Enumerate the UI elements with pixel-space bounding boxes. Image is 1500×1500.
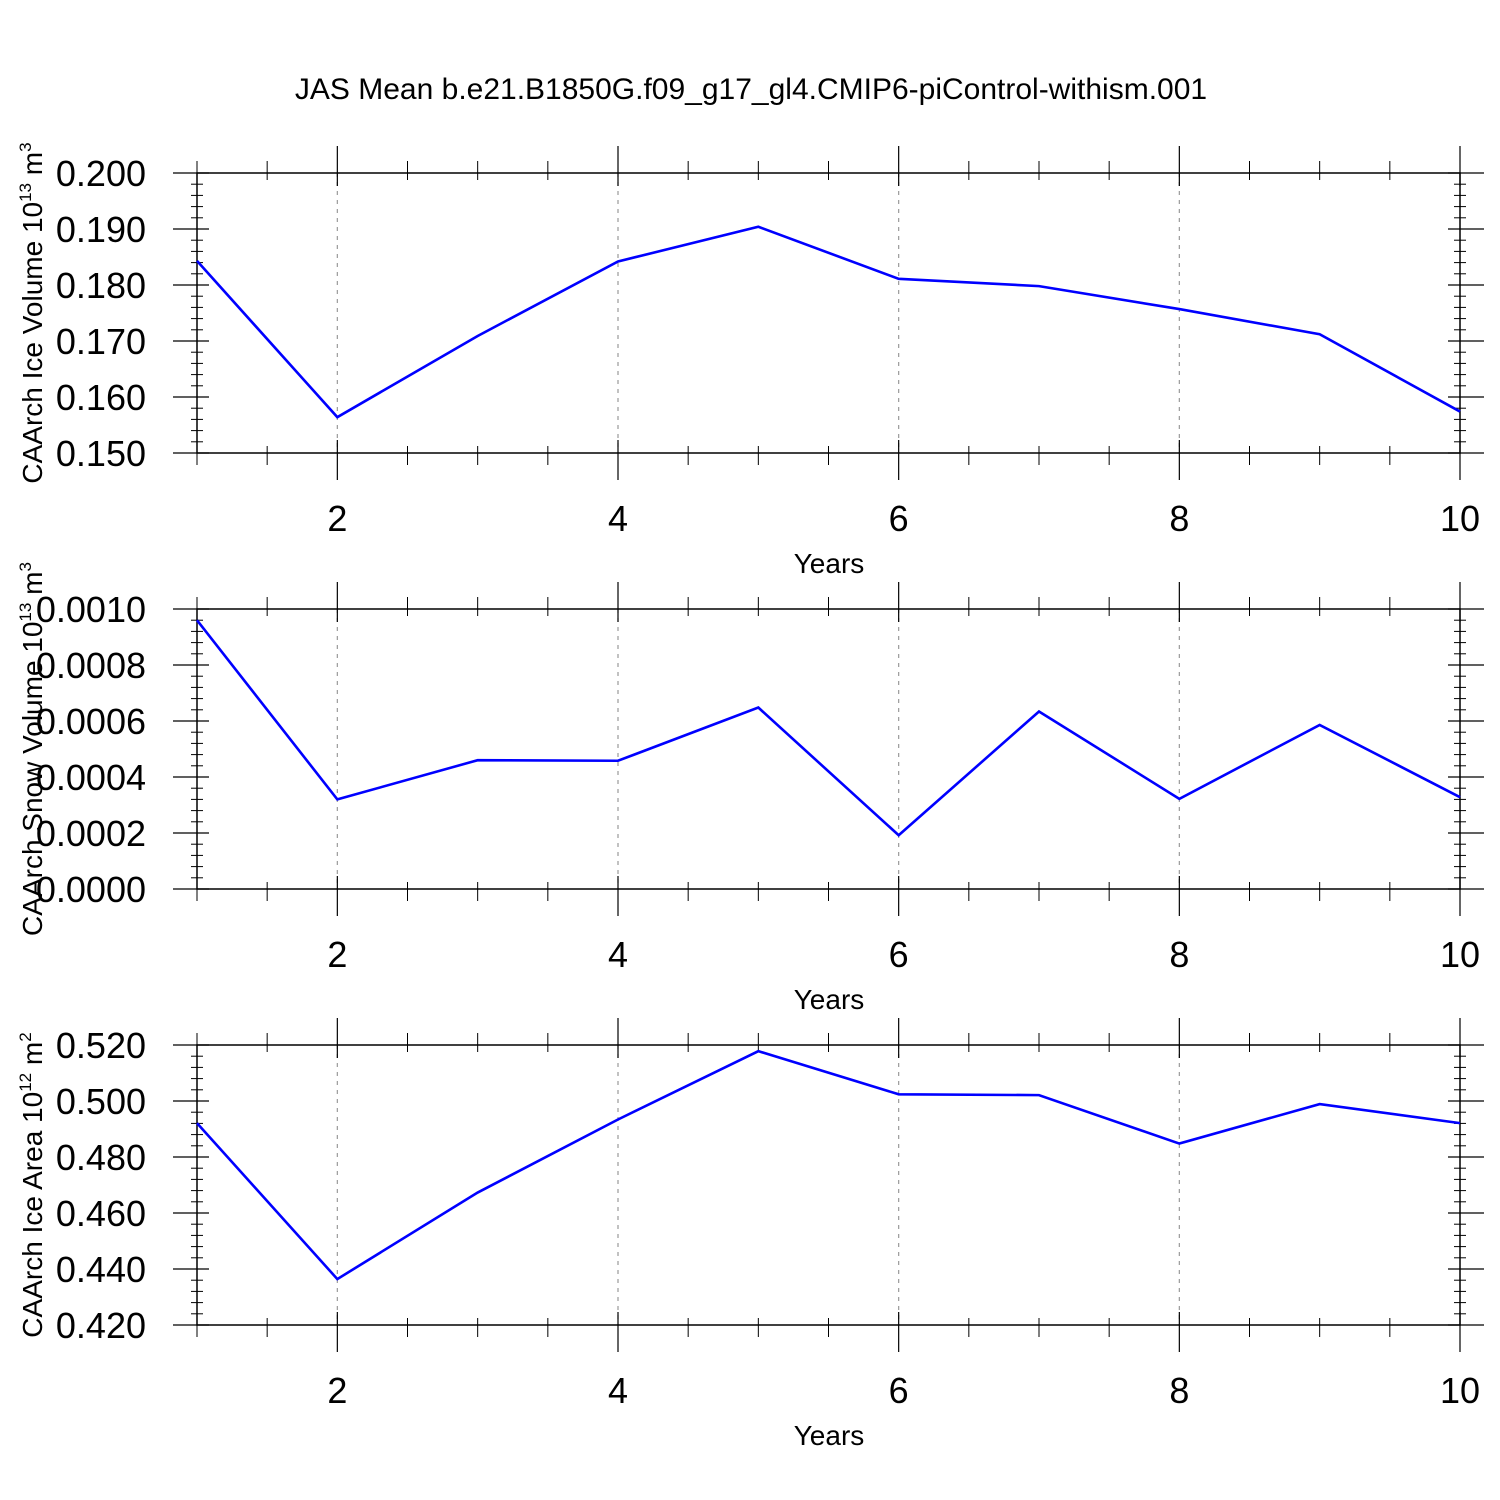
- y-tick-label: 0.460: [56, 1193, 146, 1234]
- panels: 2 4 6 8 10 0.150 0.160 0.170 0.180 0.190 0.200 Year…: [16, 142, 1484, 1451]
- y-axis-label-unit-exp: 3: [16, 562, 35, 571]
- y-axis-label-text: CAArch Snow Volume 10: [17, 622, 48, 936]
- x-tick-label: 8: [1169, 934, 1189, 975]
- y-axis-label-exp: 13: [16, 603, 35, 622]
- x-axis-label: Years: [794, 548, 865, 579]
- plot-frame: [196, 1044, 1461, 1326]
- x-tick-label: 2: [327, 498, 347, 539]
- y-axis-label-exp: 13: [16, 183, 35, 202]
- y-tick-label: 0.150: [56, 433, 146, 474]
- panel-1: 2 4 6 8 10 0.150 0.160 0.170 0.180 0.190 0.200 Year…: [16, 142, 1484, 579]
- y-tick-label: 0.160: [56, 377, 146, 418]
- x-tick-label: 4: [608, 934, 628, 975]
- y-axis-label-text: CAArch Ice Volume 10: [17, 202, 48, 484]
- y-axis-label-unit: m: [17, 152, 48, 183]
- x-tick-label: 10: [1440, 1370, 1480, 1411]
- chart-title: JAS Mean b.e21.B1850G.f09_g17_gl4.CMIP6-…: [295, 73, 1207, 106]
- y-tick-label: 0.0004: [36, 757, 146, 798]
- y-axis-label-unit: m: [17, 572, 48, 603]
- x-tick-label: 6: [889, 1370, 909, 1411]
- y-tick-label: 0.190: [56, 209, 146, 250]
- y-tick-label: 0.0000: [36, 869, 146, 910]
- panel-2: 2 4 6 8 10 0.0000 0.0002 0.0004 0.0006 0.0008 0.00…: [16, 562, 1484, 1015]
- y-tick-label: 0.420: [56, 1305, 146, 1346]
- series-line: [196, 1049, 1461, 1281]
- y-axis-label-unit-exp: 2: [16, 1032, 35, 1041]
- y-tick-label: 0.0010: [36, 589, 146, 630]
- y-tick-label: 0.480: [56, 1137, 146, 1178]
- x-tick-label: 4: [608, 1370, 628, 1411]
- y-tick-label: 0.0002: [36, 813, 146, 854]
- y-axis-label: CAArch Snow Volume 1013 m3: [16, 562, 48, 936]
- y-axis-label-unit-exp: 3: [16, 142, 35, 151]
- y-axis-label-text: CAArch Ice Area 10: [17, 1092, 48, 1338]
- x-tick-label: 4: [608, 498, 628, 539]
- y-tick-label: 0.520: [56, 1025, 146, 1066]
- y-tick-label: 0.170: [56, 321, 146, 362]
- panel-3: 2 4 6 8 10 0.420 0.440 0.460 0.480 0.500 0.520 Year…: [16, 1018, 1484, 1451]
- x-tick-label: 2: [327, 934, 347, 975]
- plot-frame: [196, 172, 1461, 454]
- x-tick-label: 8: [1169, 1370, 1189, 1411]
- series-line: [196, 225, 1461, 419]
- x-tick-label: 10: [1440, 934, 1480, 975]
- series-line: [195, 619, 1461, 837]
- x-tick-label: 6: [889, 498, 909, 539]
- y-tick-label: 0.180: [56, 265, 146, 306]
- plot-frame: [196, 608, 1461, 890]
- y-tick-label: 0.500: [56, 1081, 146, 1122]
- y-tick-label: 0.0008: [36, 645, 146, 686]
- y-tick-label: 0.0006: [36, 701, 146, 742]
- y-tick-label: 0.440: [56, 1249, 146, 1290]
- x-tick-label: 10: [1440, 498, 1480, 539]
- x-tick-label: 8: [1169, 498, 1189, 539]
- y-axis-label: CAArch Ice Volume 1013 m3: [16, 142, 48, 483]
- x-axis-label: Years: [794, 984, 865, 1015]
- x-tick-label: 2: [327, 1370, 347, 1411]
- x-axis-label: Years: [794, 1420, 865, 1451]
- y-axis-label-unit: m: [17, 1042, 48, 1073]
- y-tick-label: 0.200: [56, 153, 146, 194]
- y-axis-label-exp: 12: [16, 1073, 35, 1092]
- x-tick-label: 6: [889, 934, 909, 975]
- y-axis-label: CAArch Ice Area 1012 m2: [16, 1032, 48, 1337]
